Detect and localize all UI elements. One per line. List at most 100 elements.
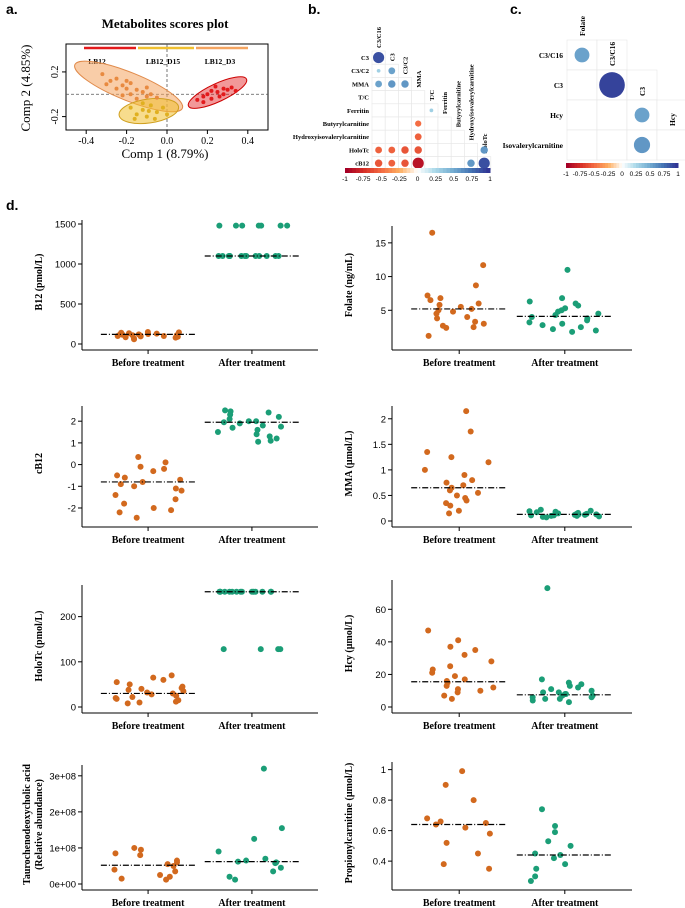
corr-b-grid-cell [398,116,412,131]
folate-before-point [464,314,471,321]
b12-ytick-label: 1000 [55,260,76,271]
corr-c-colorbar-seg [571,163,575,168]
folate-ytick-label: 10 [375,272,386,283]
propionyl-before-point [459,768,466,775]
mma-ylabel: MMA (μmol/L) [344,431,355,497]
scores-point-lb12 [120,83,125,88]
corr-c-colorbar-seg [619,163,623,168]
corr-b-colorbar-seg [421,168,426,173]
scores-ylabel: Comp 2 (4.85%) [18,44,33,131]
scores-point-lb12 [124,86,129,91]
tudca-after-point [260,765,267,772]
scores-xlabel: Comp 1 (8.79%) [121,146,208,161]
scores-point-lb12_d15 [152,116,157,121]
propionyl-ytick-label: 1 [381,765,386,776]
corr-c-circle [634,107,650,123]
corr-c-grid-cell [596,129,628,161]
corr-c-grid-cell [566,99,598,131]
mma-before-point [485,459,492,466]
holotc-before-point [113,679,120,686]
cb12-after-point [255,438,262,445]
scores-point-lb12_d15 [128,105,133,110]
scores-xtick-label: -0.2 [119,136,135,147]
scores-point-lb12_d3 [201,100,206,105]
corr-b-colorbar-seg [381,168,386,173]
holotc-before-point [138,685,145,692]
cb12-after-point [275,413,282,420]
folate-after-point [526,298,533,305]
mma-ytick-label: 0.5 [373,491,386,502]
hcy-ytick-label: 60 [375,605,386,616]
corr-b-colorbar-seg [479,168,484,173]
corr-c-col-label: C3 [638,87,647,96]
folate-after-point [592,327,599,334]
propionyl-xtick-label: Before treatment [423,898,496,908]
corr-c-row-label: Hcy [550,111,563,120]
folate-after-point [575,302,582,309]
tudca-ytick-label: 0e+00 [49,880,76,891]
corr-b-grid-cell [437,156,452,171]
corr-c-colorbar-seg [672,163,676,168]
corr-c-colorbar-label: -0.75 [573,171,588,178]
hcy-before-point [490,684,497,691]
cb12-ytick-label: -1 [68,482,76,493]
scores-title: Metabolites scores plot [102,16,230,31]
corr-b-col-label: Butyrylcarnitine [455,81,462,127]
b12-before-point [130,335,137,342]
corr-c-colorbar-seg [633,163,637,168]
folate-after-point [595,310,602,317]
propionyl-ytick-label: 0.4 [373,857,386,868]
scores-point-lb12_d15 [132,116,137,121]
holotc-xtick-label: Before treatment [112,721,185,732]
scores-point-lb12_d3 [195,97,200,102]
corr-b-grid-cell [411,90,426,105]
folate-after-point [569,328,576,335]
tudca-xtick-label: After treatment [218,898,286,908]
b12-xtick-label: After treatment [218,358,286,369]
hcy-xtick-label: After treatment [531,721,599,732]
folate-xtick-label: After treatment [531,358,599,369]
corr-b-circle [467,159,475,167]
corr-b-colorbar-seg [399,168,404,173]
scores-xtick-label: -0.4 [78,136,94,147]
scores-point-lb12 [144,94,149,99]
corr-c-colorbar-label: -0.5 [588,171,600,178]
corr-b-colorbar-seg [406,168,411,173]
corr-b-colorbar-label: 1 [488,176,492,183]
corr-c-col-label: Folate [578,15,587,36]
corr-b-circle [429,108,434,113]
corr-b-col-label: HoloTc [482,133,489,153]
hcy-after-point [540,689,547,696]
b12-after-point [241,253,248,259]
b12-after-point [216,222,223,229]
corr-b-col-label: MMA [416,70,423,87]
corr-b-circle [401,159,409,167]
corr-b-grid-cell [398,129,412,144]
folate-before-point [427,297,434,304]
scores-point-lb12_d3 [205,92,210,97]
cb12-xtick-label: After treatment [218,535,286,546]
mma-before-point [463,497,470,504]
hcy-after-point [548,686,555,693]
scores-point-lb12 [128,92,133,97]
propionyl-after-point [532,873,539,880]
mma-xtick-label: Before treatment [423,535,496,546]
folate-before-point [450,308,457,315]
hcy-ytick-label: 40 [375,637,386,648]
cb12-after-point [265,409,272,416]
corr-c-grid-cell [626,69,658,101]
propionyl-before-point [437,818,444,825]
holotc-before-point [126,681,133,688]
corr-b-colorbar-seg [374,168,379,173]
tudca-before-point [164,861,171,868]
corr-c-colorbar-label: 0.5 [645,171,654,178]
corr-b-circle [375,146,383,154]
cb12-after-point [253,431,260,438]
propionyl-before-point [424,815,431,822]
hcy-before-point [454,689,461,696]
cb12-before-point [137,463,144,470]
corr-b-col-label: Ferritin [442,92,449,114]
corr-b-colorbar-seg [461,168,466,173]
b12-before-point [153,330,160,337]
folate-before-point [470,324,477,331]
